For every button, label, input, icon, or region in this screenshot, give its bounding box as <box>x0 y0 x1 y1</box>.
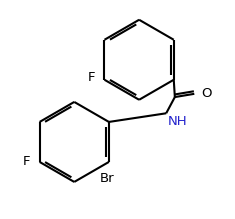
Text: F: F <box>22 155 30 168</box>
Text: NH: NH <box>167 115 187 129</box>
Text: O: O <box>201 87 211 100</box>
Text: F: F <box>87 71 95 84</box>
Text: Br: Br <box>99 172 114 185</box>
